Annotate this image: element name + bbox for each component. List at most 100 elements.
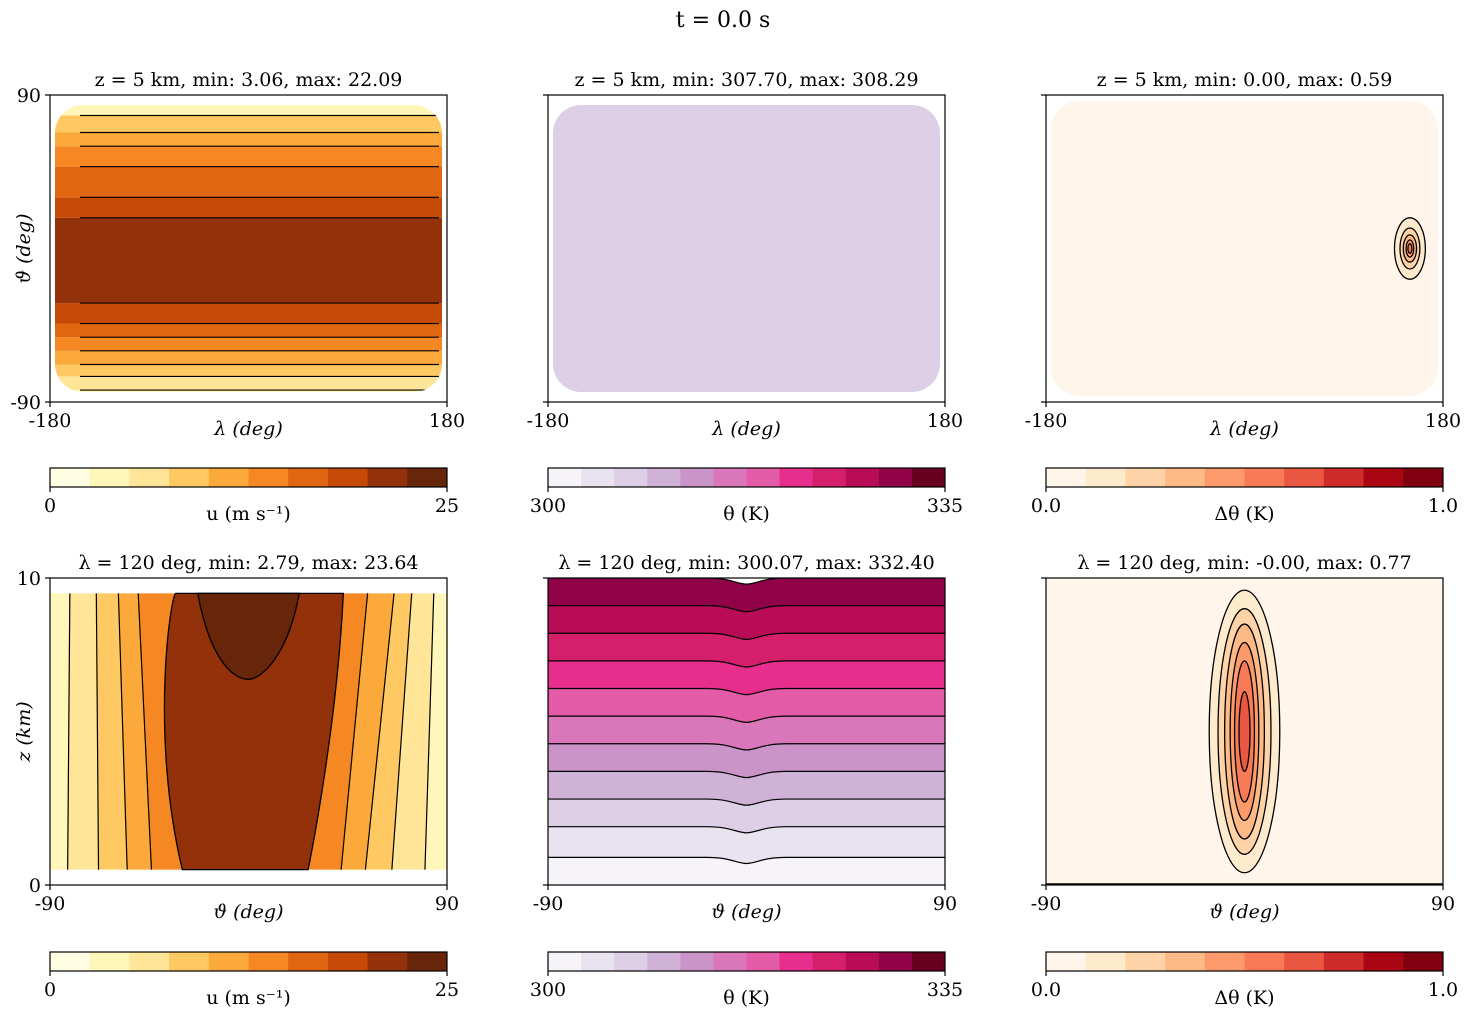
colorbar-segment bbox=[248, 952, 289, 971]
colorbar-min-label: 0 bbox=[44, 495, 56, 517]
plot-frame bbox=[49, 577, 448, 886]
panels: z = 5 km, min: 3.06, max: 22.09 -180 180 -9… bbox=[10, 69, 1461, 1009]
contour-line bbox=[364, 593, 395, 870]
plot-area bbox=[553, 105, 940, 392]
contour-line bbox=[95, 593, 100, 870]
colorbar-segment bbox=[680, 468, 714, 487]
colorbar-min-label: 300 bbox=[530, 979, 566, 1001]
chart-panel-3: z = 5 km, min: 0.00, max: 0.59 -180 180 λ (… bbox=[1025, 69, 1461, 525]
colorbar-segment bbox=[169, 468, 210, 487]
colorbar-segment bbox=[248, 468, 289, 487]
colorbar-segment bbox=[50, 952, 91, 971]
colorbar-label: Δθ (K) bbox=[1214, 503, 1274, 525]
colorbar-frame bbox=[49, 467, 448, 488]
contour-band bbox=[55, 197, 442, 218]
colorbar-segment bbox=[1085, 468, 1126, 487]
colorbar-segment bbox=[1204, 952, 1245, 971]
chart-panel-5: λ = 120 deg, min: 300.07, max: 332.40 -90… bbox=[530, 552, 963, 1009]
colorbar-segment bbox=[1244, 952, 1285, 971]
contour-band bbox=[55, 364, 442, 377]
colorbar-frame bbox=[547, 951, 946, 972]
plot-frame bbox=[49, 94, 448, 403]
colorbar-segment bbox=[1085, 952, 1126, 971]
colorbar-segment bbox=[647, 468, 681, 487]
contour-band bbox=[55, 376, 442, 391]
contour-band bbox=[55, 337, 442, 351]
colorbar-segment bbox=[1323, 468, 1365, 487]
colorbar-segment bbox=[548, 952, 582, 971]
x-tick-label: 180 bbox=[1425, 410, 1461, 432]
y-axis-label: ϑ (deg) bbox=[13, 213, 35, 283]
colorbar-segment bbox=[50, 468, 91, 487]
chart-panel-1: z = 5 km, min: 3.06, max: 22.09 -180 180 -9… bbox=[10, 69, 465, 525]
colorbar-segment bbox=[208, 952, 249, 971]
colorbar-segment bbox=[614, 468, 648, 487]
contour-line bbox=[67, 593, 71, 870]
colorbar: 300 335 θ (K) bbox=[530, 951, 963, 1009]
colorbar-segment bbox=[680, 952, 714, 971]
contour-band bbox=[55, 105, 442, 116]
colorbar-label: θ (K) bbox=[723, 503, 770, 525]
contour-ring bbox=[1238, 690, 1251, 773]
colorbar: 300 335 θ (K) bbox=[530, 467, 963, 525]
colorbar-frame bbox=[547, 467, 946, 488]
colorbar-frame bbox=[49, 951, 448, 972]
plot-frame bbox=[1045, 577, 1444, 886]
contour-band bbox=[50, 593, 70, 870]
contour-line bbox=[340, 593, 369, 870]
x-tick-label: -90 bbox=[533, 893, 564, 915]
contour-band bbox=[55, 115, 442, 133]
contour-band bbox=[55, 146, 442, 167]
colorbar-segment bbox=[713, 468, 747, 487]
colorbar-segment bbox=[746, 468, 781, 487]
colorbar-segment bbox=[878, 952, 913, 971]
colorbar-segment bbox=[1165, 952, 1206, 971]
panel-title: λ = 120 deg, min: 300.07, max: 332.40 bbox=[558, 552, 934, 574]
colorbar-segment bbox=[129, 468, 170, 487]
contour-line bbox=[548, 605, 945, 613]
colorbar-segment bbox=[1363, 468, 1404, 487]
contour-band bbox=[55, 350, 442, 365]
colorbar-label: u (m s⁻¹) bbox=[206, 503, 291, 525]
plot-frame bbox=[547, 577, 946, 886]
colorbar-segment bbox=[208, 468, 249, 487]
x-tick-label: -180 bbox=[527, 410, 570, 432]
plot-area bbox=[548, 578, 945, 885]
x-tick-label: 90 bbox=[933, 893, 957, 915]
colorbar-segment bbox=[1046, 952, 1087, 971]
colorbar-min-label: 0.0 bbox=[1031, 495, 1061, 517]
contour-line bbox=[548, 826, 945, 834]
colorbar-segment bbox=[89, 468, 130, 487]
x-tick-label: 180 bbox=[429, 410, 465, 432]
colorbar-max-label: 25 bbox=[435, 495, 459, 517]
colorbar-label: u (m s⁻¹) bbox=[206, 987, 291, 1009]
x-tick-label: -90 bbox=[1031, 893, 1062, 915]
y-tick-label: 90 bbox=[17, 85, 41, 107]
colorbar-segment bbox=[327, 468, 369, 487]
contour-line bbox=[548, 632, 945, 641]
colorbar-segment bbox=[878, 468, 913, 487]
contour-line bbox=[548, 660, 945, 668]
contour-line bbox=[548, 798, 945, 806]
colorbar-segment bbox=[327, 952, 369, 971]
y-tick-label: -90 bbox=[10, 392, 41, 414]
contour-line bbox=[548, 770, 945, 779]
panel-title: λ = 120 deg, min: -0.00, max: 0.77 bbox=[1077, 552, 1411, 574]
plot-frame bbox=[547, 94, 946, 403]
colorbar-segment bbox=[1363, 952, 1404, 971]
contour-background bbox=[1051, 101, 1438, 396]
colorbar-segment bbox=[812, 952, 847, 971]
colorbar-segment bbox=[548, 468, 582, 487]
x-tick-label: -90 bbox=[35, 893, 66, 915]
colorbar-label: θ (K) bbox=[723, 987, 770, 1009]
contour-line bbox=[548, 856, 945, 865]
contour-band bbox=[55, 217, 442, 304]
contour-band bbox=[55, 166, 442, 198]
chart-panel-2: z = 5 km, min: 307.70, max: 308.29 -180 18… bbox=[527, 69, 963, 525]
plot-area bbox=[55, 105, 442, 392]
colorbar-segment bbox=[713, 952, 747, 971]
contour-band bbox=[55, 390, 442, 392]
contour-band bbox=[424, 593, 447, 870]
colorbar-segment bbox=[288, 952, 329, 971]
